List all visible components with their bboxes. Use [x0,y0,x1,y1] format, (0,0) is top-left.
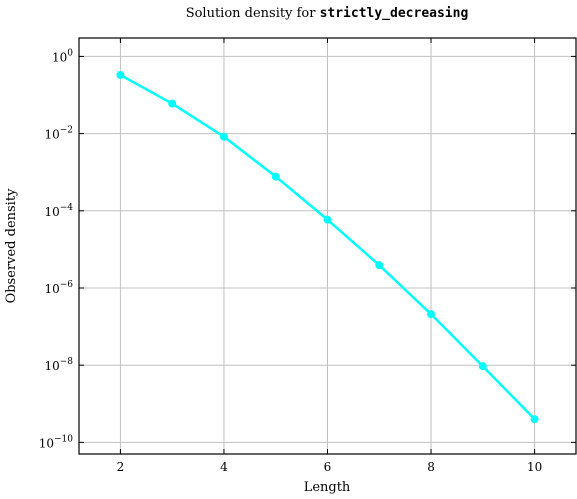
x-tick-label: 6 [324,460,332,474]
y-axis-ticks: 100 10−2 10−4 10−6 10−8 10−10 [39,48,576,450]
data-point [375,261,384,270]
y-tick-label: 10−8 [44,357,73,373]
chart-title-code: strictly_decreasing [320,6,469,21]
y-tick-label: 10−2 [44,126,73,142]
data-point [530,415,539,424]
x-tick-label: 10 [527,460,542,474]
x-tick-label: 8 [427,460,435,474]
x-tick-label: 4 [220,460,228,474]
chart-title: Solution density for strictly_decreasing [186,6,469,21]
series-layer [116,70,539,424]
data-point [168,99,177,108]
data-point [427,310,436,319]
grid-lines [79,38,576,454]
data-point [478,362,487,371]
y-axis-label: Observed density [4,188,19,303]
chart-title-prefix: Solution density for [186,6,320,21]
x-axis-label: Length [304,480,351,495]
data-point [323,215,332,224]
data-point [116,70,125,79]
y-tick-label: 10−4 [44,203,73,219]
data-point [219,132,228,141]
y-tick-label: 10−10 [39,434,74,450]
y-tick-label: 10−6 [44,280,73,296]
y-tick-label: 100 [52,48,73,64]
data-point [271,172,280,181]
x-tick-label: 2 [117,460,125,474]
x-axis-ticks: 2 4 6 8 10 [117,38,542,474]
